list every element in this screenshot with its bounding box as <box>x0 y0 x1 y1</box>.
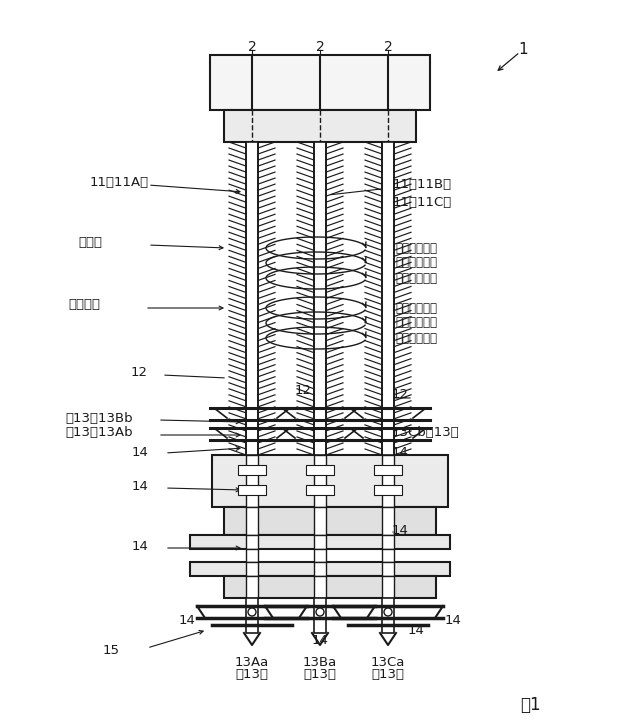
Bar <box>246 535 258 549</box>
Text: （押込回転）: （押込回転） <box>395 302 437 315</box>
Bar <box>238 465 266 475</box>
Bar <box>246 598 258 633</box>
Text: 14: 14 <box>392 445 409 458</box>
Text: 2: 2 <box>248 40 257 54</box>
Bar <box>224 110 416 142</box>
Text: 13Cb（13）: 13Cb（13） <box>392 425 460 438</box>
Text: 11（11A）: 11（11A） <box>90 175 149 188</box>
Text: （排土回転）: （排土回転） <box>395 256 437 269</box>
Bar <box>210 55 430 110</box>
Text: 14: 14 <box>131 541 148 554</box>
Bar <box>190 562 450 576</box>
Text: 1: 1 <box>518 41 528 56</box>
Bar <box>382 455 394 507</box>
Bar <box>306 485 334 495</box>
Circle shape <box>316 608 324 616</box>
Text: 11（11B）: 11（11B） <box>393 178 452 191</box>
Text: （排土回転）: （排土回転） <box>395 271 437 284</box>
Bar <box>246 455 258 507</box>
Bar <box>314 507 326 535</box>
Text: （13）: （13） <box>236 669 269 682</box>
Text: 引抜き時: 引抜き時 <box>68 298 100 311</box>
Text: 図1: 図1 <box>520 696 540 714</box>
Bar <box>212 455 448 507</box>
Text: 2: 2 <box>316 40 324 54</box>
Text: 14: 14 <box>131 481 148 494</box>
Text: （13）: （13） <box>371 669 404 682</box>
Bar <box>246 562 258 576</box>
Bar <box>238 485 266 495</box>
Bar <box>314 455 326 507</box>
Text: 14: 14 <box>392 523 409 536</box>
Text: 14: 14 <box>312 633 328 646</box>
Bar <box>382 598 394 633</box>
Text: 2: 2 <box>383 40 392 54</box>
Bar <box>314 576 326 598</box>
Text: （排土回転）: （排土回転） <box>395 316 437 329</box>
Bar <box>374 465 402 475</box>
Circle shape <box>248 608 256 616</box>
Bar <box>382 576 394 598</box>
Text: 12: 12 <box>295 383 312 396</box>
Bar <box>246 507 258 535</box>
Bar <box>306 465 334 475</box>
Bar <box>314 562 326 576</box>
Text: （押込回転）: （押込回転） <box>395 331 437 344</box>
Bar <box>314 549 326 562</box>
Bar <box>382 142 394 455</box>
Bar <box>224 576 436 598</box>
Bar <box>314 142 326 455</box>
Bar <box>314 535 326 549</box>
Circle shape <box>384 608 392 616</box>
Text: （13）13Ab: （13）13Ab <box>65 425 132 438</box>
Bar <box>382 562 394 576</box>
Bar <box>246 549 258 562</box>
Text: 15: 15 <box>103 643 120 656</box>
Text: 14: 14 <box>408 624 425 637</box>
Bar <box>246 142 258 455</box>
Bar <box>190 535 450 549</box>
Bar <box>224 507 436 535</box>
Text: （排土回転）: （排土回転） <box>395 241 437 254</box>
Bar <box>374 485 402 495</box>
Bar <box>382 549 394 562</box>
Text: 貫入時: 貫入時 <box>78 235 102 248</box>
Text: 14: 14 <box>179 614 195 627</box>
Text: 14: 14 <box>131 446 148 459</box>
Bar <box>382 535 394 549</box>
Text: 13Aa: 13Aa <box>235 656 269 669</box>
Text: 12: 12 <box>131 367 148 380</box>
Bar <box>246 576 258 598</box>
Bar <box>382 507 394 535</box>
Text: （13）: （13） <box>303 669 337 682</box>
Bar <box>314 598 326 633</box>
Text: 11（11C）: 11（11C） <box>393 196 452 209</box>
Text: （13）13Bb: （13）13Bb <box>65 412 132 425</box>
Text: 12: 12 <box>392 388 409 401</box>
Text: 14: 14 <box>445 614 461 627</box>
Text: 13Ca: 13Ca <box>371 656 405 669</box>
Text: 13Ba: 13Ba <box>303 656 337 669</box>
